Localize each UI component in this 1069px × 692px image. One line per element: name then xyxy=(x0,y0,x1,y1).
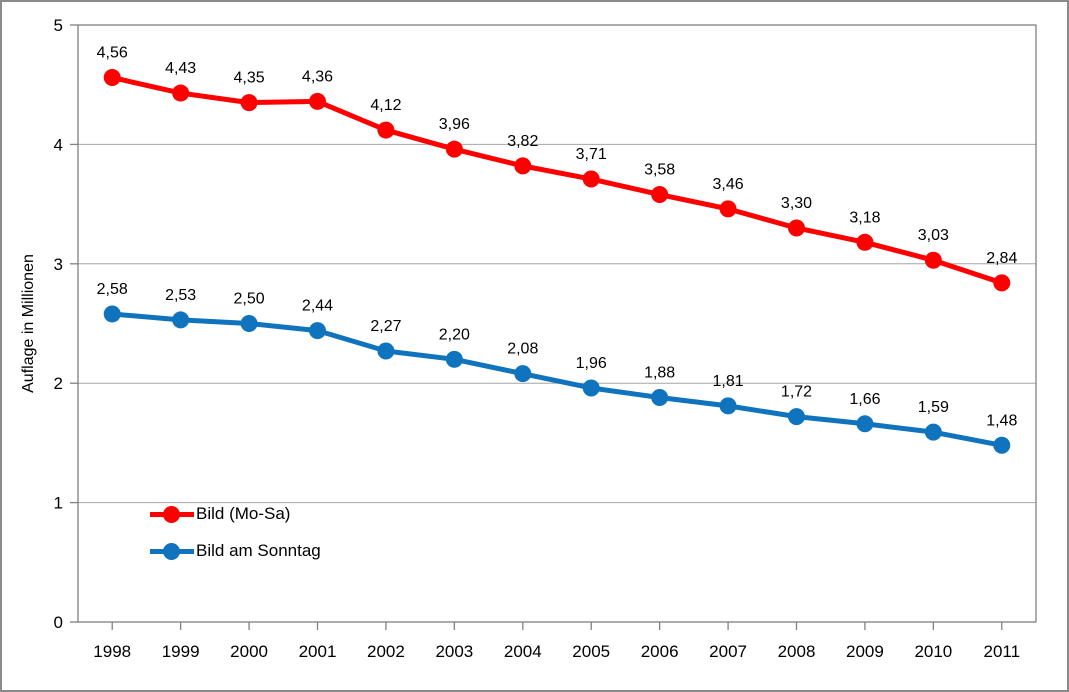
x-tick-label: 1999 xyxy=(162,642,200,661)
data-label: 4,36 xyxy=(302,68,333,85)
data-label: 3,30 xyxy=(781,195,812,212)
data-point xyxy=(514,157,532,175)
data-point xyxy=(856,415,874,433)
data-label: 4,56 xyxy=(97,45,128,62)
data-label: 2,20 xyxy=(439,326,470,343)
data-point xyxy=(993,436,1011,454)
data-label: 1,81 xyxy=(713,373,744,390)
x-tick-label: 2010 xyxy=(914,642,952,661)
y-tick-label: 4 xyxy=(54,135,63,154)
data-label: 2,50 xyxy=(234,291,265,308)
data-point xyxy=(514,365,532,383)
data-point xyxy=(582,379,600,397)
data-point xyxy=(719,200,737,218)
data-point xyxy=(856,233,874,251)
data-point xyxy=(788,219,805,237)
data-point xyxy=(445,140,463,158)
data-label: 2,44 xyxy=(302,298,333,315)
data-label: 2,58 xyxy=(97,281,128,298)
y-tick-label: 1 xyxy=(54,494,63,513)
data-label: 1,96 xyxy=(576,355,607,372)
x-tick-label: 2002 xyxy=(367,642,405,661)
x-tick-label: 1998 xyxy=(93,642,131,661)
x-tick-label: 2007 xyxy=(709,642,747,661)
data-point xyxy=(445,350,463,368)
data-label: 1,72 xyxy=(781,384,812,401)
data-point xyxy=(719,397,737,415)
data-label: 1,66 xyxy=(849,391,880,408)
data-label: 1,48 xyxy=(986,412,1017,429)
data-label: 3,96 xyxy=(439,116,470,133)
y-tick-label: 3 xyxy=(54,255,63,274)
data-point xyxy=(309,92,326,110)
y-tick-label: 5 xyxy=(54,16,63,35)
data-point xyxy=(651,186,669,204)
data-label: 2,27 xyxy=(370,318,401,335)
data-label: 3,03 xyxy=(918,227,949,244)
data-point xyxy=(788,408,805,426)
data-label: 3,71 xyxy=(576,146,607,163)
data-point xyxy=(377,342,395,360)
data-label: 3,82 xyxy=(507,133,538,150)
series-line-0 xyxy=(109,75,1005,286)
data-label: 3,58 xyxy=(644,162,675,179)
data-point xyxy=(172,84,190,102)
legend-marker-icon xyxy=(150,505,194,523)
data-label: 4,43 xyxy=(165,60,196,77)
data-label: 4,12 xyxy=(370,97,401,114)
data-point xyxy=(103,305,121,323)
data-point xyxy=(309,322,326,340)
data-point xyxy=(172,311,190,329)
data-point xyxy=(651,389,669,407)
data-point xyxy=(240,94,258,112)
plot-border xyxy=(77,24,1037,623)
legend-item-bild-mo-sa: Bild (Mo-Sa) xyxy=(150,500,321,528)
data-label: 1,59 xyxy=(918,399,949,416)
series-line-1 xyxy=(109,311,1005,448)
x-tick-label: 2000 xyxy=(230,642,268,661)
legend-item-bild-am-sonntag: Bild am Sonntag xyxy=(150,537,321,565)
data-point xyxy=(103,69,121,87)
data-label: 1,88 xyxy=(644,365,675,382)
legend-label: Bild (Mo-Sa) xyxy=(196,504,291,523)
data-label: 2,08 xyxy=(507,341,538,358)
legend: Bild (Mo-Sa) Bild am Sonntag xyxy=(150,500,321,574)
data-label: 4,35 xyxy=(234,70,265,87)
data-point xyxy=(924,423,942,441)
data-point xyxy=(377,121,395,139)
y-tick-label: 0 xyxy=(54,613,63,632)
y-tick-label: 2 xyxy=(54,374,63,393)
data-point xyxy=(993,274,1011,292)
x-tick-label: 2005 xyxy=(572,642,610,661)
data-label: 2,53 xyxy=(165,287,196,304)
data-point xyxy=(240,315,258,332)
x-tick-label: 2001 xyxy=(299,642,337,661)
x-tick-label: 2011 xyxy=(984,642,1021,661)
legend-label: Bild am Sonntag xyxy=(196,541,321,560)
x-tick-label: 2008 xyxy=(778,642,816,661)
x-tick-label: 2004 xyxy=(504,642,542,661)
y-axis-title: Auflage in Millionen xyxy=(20,254,37,393)
data-label: 3,18 xyxy=(849,209,880,226)
x-tick-label: 2006 xyxy=(641,642,679,661)
x-tick-label: 2003 xyxy=(435,642,473,661)
data-point xyxy=(924,251,942,269)
data-point xyxy=(582,170,600,188)
legend-marker-icon xyxy=(150,542,194,560)
data-label: 3,46 xyxy=(713,176,744,193)
data-label: 2,84 xyxy=(986,250,1017,267)
x-tick-label: 2009 xyxy=(846,642,884,661)
